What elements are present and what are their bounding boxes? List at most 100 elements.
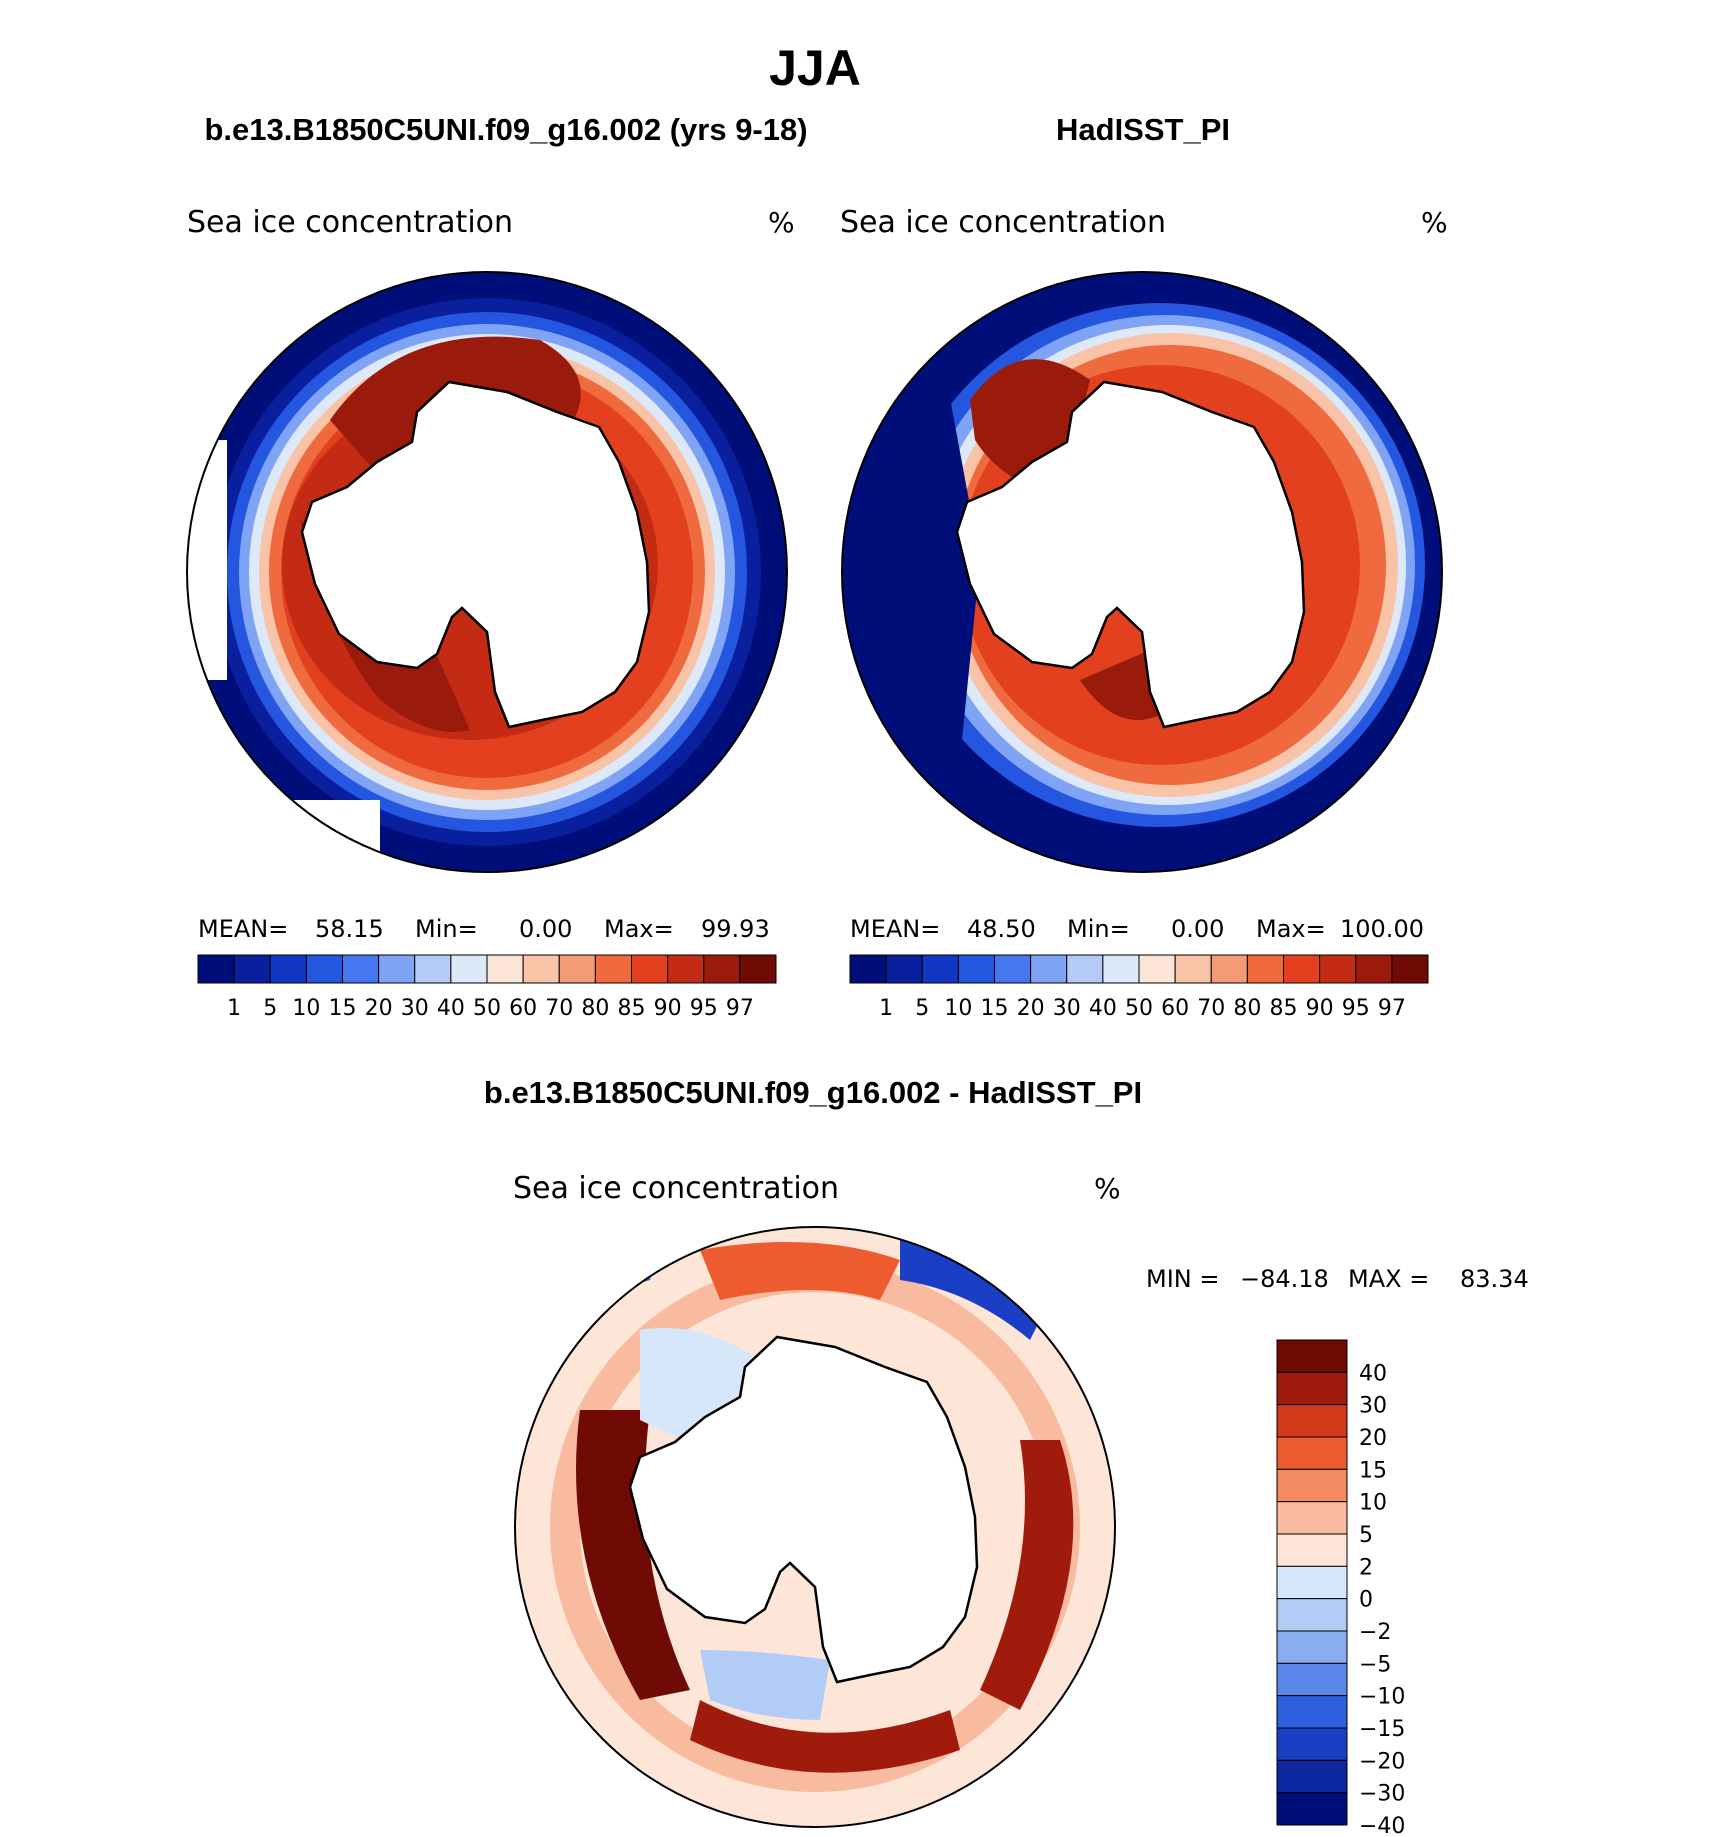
- right-colorbar-tick-label: 50: [1125, 996, 1153, 1021]
- left-panel-title: b.e13.B1850C5UNI.f09_g16.002 (yrs 9-18): [204, 112, 807, 147]
- right-colorbar-tick-label: 90: [1306, 996, 1334, 1021]
- diff-colorbar-swatch: [1276, 1662, 1348, 1697]
- left-colorbar-swatch: [667, 954, 705, 984]
- diff-colorbar-tick-label: −40: [1359, 1814, 1405, 1837]
- right-colorbar-tick-label: 10: [944, 996, 972, 1021]
- right-mean-value: 48.50: [967, 915, 1036, 943]
- right-colorbar-swatch: [849, 954, 887, 984]
- diff-panel-title: b.e13.B1850C5UNI.f09_g16.002 - HadISST_P…: [484, 1075, 1142, 1110]
- left-colorbar-swatch: [631, 954, 669, 984]
- diff-colorbar-swatch: [1276, 1371, 1348, 1406]
- left-colorbar-tick-label: 5: [263, 996, 277, 1021]
- right-colorbar-swatch: [1246, 954, 1284, 984]
- right-colorbar-swatch: [1174, 954, 1212, 984]
- diff-colorbar-swatch: [1276, 1501, 1348, 1535]
- right-colorbar-tick-label: 70: [1197, 996, 1225, 1021]
- diff-colorbar-tick-label: −30: [1359, 1782, 1405, 1807]
- diff-colorbar-swatch: [1276, 1759, 1348, 1794]
- left-colorbar-tick-label: 10: [292, 996, 320, 1021]
- left-colorbar-swatch: [378, 954, 416, 984]
- left-colorbar-tick-label: 60: [509, 996, 537, 1021]
- diff-colorbar-swatch: [1276, 1630, 1348, 1664]
- left-colorbar-tick-label: 80: [581, 996, 609, 1021]
- left-colorbar-swatch: [305, 954, 343, 984]
- diff-colorbar-swatch: [1276, 1339, 1348, 1373]
- right-colorbar-tick-label: 30: [1053, 996, 1081, 1021]
- diff-colorbar-tick-label: 20: [1359, 1426, 1387, 1451]
- left-colorbar-swatch: [703, 954, 741, 984]
- left-colorbar-swatch: [233, 954, 271, 984]
- right-colorbar-swatch: [1283, 954, 1321, 984]
- right-colorbar-swatch: [1138, 954, 1176, 984]
- left-max-value: 99.93: [701, 915, 770, 943]
- right-colorbar-swatch: [1391, 954, 1429, 984]
- left-colorbar-swatch: [594, 954, 632, 984]
- left-colorbar-swatch: [269, 954, 307, 984]
- right-panel-title: HadISST_PI: [1056, 112, 1230, 147]
- right-colorbar-tick-label: 95: [1342, 996, 1370, 1021]
- right-stats: MEAN= 48.50 Min= 0.00 Max= 100.00: [850, 915, 1424, 943]
- diff-min-value: −84.18: [1240, 1265, 1329, 1293]
- right-colorbar-swatch: [1030, 954, 1068, 984]
- diff-colorbar-tick-label: −20: [1359, 1749, 1405, 1774]
- left-colorbar-swatch: [522, 954, 560, 984]
- right-colorbar-tick-label: 1: [879, 996, 893, 1021]
- left-colorbar-swatch: [197, 954, 235, 984]
- diff-colorbar-swatch: [1276, 1598, 1348, 1632]
- right-colorbar-swatch: [921, 954, 959, 984]
- diff-colorbar-tick-label: −2: [1359, 1620, 1391, 1645]
- diff-colorbar-swatch: [1276, 1727, 1348, 1761]
- diff-colorbar-tick-label: 0: [1359, 1588, 1373, 1613]
- left-colorbar-tick-label: 15: [329, 996, 357, 1021]
- diff-max-label: MAX =: [1348, 1265, 1429, 1293]
- left-variable-label: Sea ice concentration: [187, 205, 513, 240]
- diff-colorbar-tick-label: 40: [1359, 1361, 1387, 1386]
- left-max-label: Max=: [604, 915, 674, 943]
- right-variable-label: Sea ice concentration: [840, 205, 1166, 240]
- diff-colorbar-tick-label: 5: [1359, 1523, 1373, 1548]
- right-colorbar-swatch: [1319, 954, 1357, 984]
- diff-max-value: 83.34: [1460, 1265, 1529, 1293]
- right-colorbar: 1 5 10 15 20 30 40 50 60 70 80 85 90 95 97: [849, 954, 1429, 1021]
- left-min-label: Min=: [415, 915, 478, 943]
- right-min-label: Min=: [1067, 915, 1130, 943]
- left-units-label: %: [768, 206, 795, 239]
- figure-season-title: JJA: [769, 40, 861, 96]
- left-colorbar-tick-label: 95: [690, 996, 718, 1021]
- left-colorbar: 1 5 10 15 20 30 40 50 60 70 80 85 90 95 97: [197, 954, 777, 1021]
- diff-colorbar-swatch: [1276, 1695, 1348, 1729]
- right-colorbar-swatch: [1210, 954, 1248, 984]
- right-colorbar-tick-label: 60: [1161, 996, 1189, 1021]
- diff-colorbar-tick-label: 15: [1359, 1458, 1387, 1483]
- right-colorbar-tick-label: 15: [981, 996, 1009, 1021]
- left-colorbar-tick-label: 20: [365, 996, 393, 1021]
- left-colorbar-tick-label: 85: [618, 996, 646, 1021]
- right-max-label: Max=: [1256, 915, 1326, 943]
- left-min-value: 0.00: [519, 915, 572, 943]
- left-colorbar-tick-label: 97: [726, 996, 754, 1021]
- right-colorbar-swatch: [994, 954, 1032, 984]
- left-mean-value: 58.15: [315, 915, 384, 943]
- right-colorbar-swatch: [1066, 954, 1104, 984]
- diff-colorbar-tick-label: 30: [1359, 1394, 1387, 1419]
- diff-colorbar-swatch: [1276, 1436, 1348, 1470]
- right-colorbar-tick-label: 5: [915, 996, 929, 1021]
- right-min-value: 0.00: [1171, 915, 1224, 943]
- left-colorbar-swatch: [486, 954, 524, 984]
- right-colorbar-tick-label: 97: [1378, 996, 1406, 1021]
- left-colorbar-tick-label: 1: [227, 996, 241, 1021]
- right-mean-label: MEAN=: [850, 915, 940, 943]
- left-colorbar-tick-label: 70: [545, 996, 573, 1021]
- left-colorbar-tick-label: 50: [473, 996, 501, 1021]
- left-map-panel: Sea ice concentration %: [186, 205, 795, 873]
- diff-colorbar-swatch: [1276, 1792, 1348, 1826]
- left-colorbar-tick-label: 90: [654, 996, 682, 1021]
- diff-colorbar-swatch: [1276, 1565, 1348, 1600]
- diff-colorbar-tick-label: −10: [1359, 1685, 1405, 1710]
- right-colorbar-swatch: [885, 954, 923, 984]
- left-colorbar-tick-label: 30: [401, 996, 429, 1021]
- right-units-label: %: [1421, 206, 1448, 239]
- diff-variable-label: Sea ice concentration: [513, 1171, 839, 1206]
